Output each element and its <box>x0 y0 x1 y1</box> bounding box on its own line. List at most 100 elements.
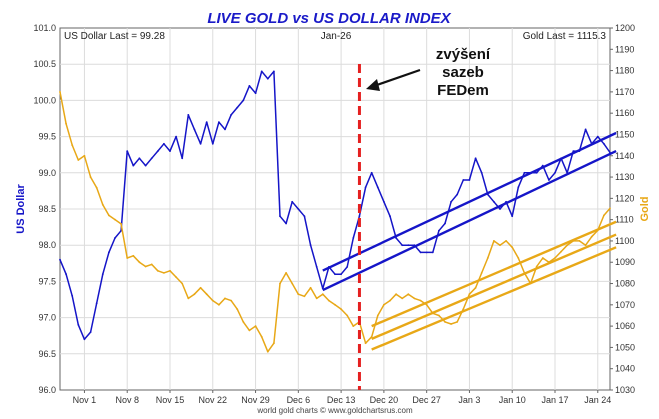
data-point-us-dollar <box>444 222 446 225</box>
data-point-us-dollar <box>187 114 190 116</box>
data-point-gold <box>419 299 422 302</box>
data-point-gold <box>493 240 495 242</box>
data-point-gold <box>254 325 257 327</box>
data-point-gold <box>175 276 178 278</box>
data-point-gold <box>59 91 61 93</box>
data-point-us-dollar <box>584 128 587 131</box>
data-point-gold <box>315 297 318 300</box>
x-tick-label: Nov 29 <box>241 395 270 405</box>
x-tick-label: Dec 13 <box>327 395 356 405</box>
right-tick-label: 1110 <box>615 215 634 225</box>
data-point-us-dollar <box>425 251 428 254</box>
data-point-us-dollar <box>474 157 477 160</box>
right-tick-label: 1120 <box>615 193 634 203</box>
data-point-gold <box>438 314 440 317</box>
right-tick-label: 1170 <box>615 87 634 97</box>
left-tick-label: 96.5 <box>38 349 56 359</box>
data-point-us-dollar <box>407 244 410 247</box>
data-point-us-dollar <box>285 222 287 225</box>
trend-line-gold <box>371 220 617 328</box>
data-point-us-dollar <box>383 200 385 203</box>
x-tick-label: Dec 20 <box>370 395 399 405</box>
data-point-us-dollar <box>248 85 251 87</box>
annotation-arrow-head <box>366 79 380 91</box>
right-tick-label: 1180 <box>615 66 634 76</box>
data-point-us-dollar <box>352 237 355 239</box>
data-point-us-dollar <box>114 237 116 239</box>
data-point-us-dollar <box>89 331 92 333</box>
data-point-us-dollar <box>199 142 202 145</box>
trend-lines <box>322 131 617 351</box>
trend-line-us-dollar <box>322 149 617 292</box>
data-point-gold <box>126 257 129 259</box>
x-tick-label: Dec 6 <box>287 395 311 405</box>
data-point-gold <box>334 303 336 306</box>
data-point-us-dollar <box>108 251 110 254</box>
data-point-gold <box>230 299 233 302</box>
data-point-gold <box>554 257 556 259</box>
data-point-us-dollar <box>242 99 245 102</box>
trend-line-us-dollar <box>322 131 617 272</box>
data-point-us-dollar <box>401 244 404 247</box>
annotation-arrow-shaft <box>373 68 421 88</box>
right-tick-label: 1160 <box>615 108 634 118</box>
data-point-us-dollar <box>150 157 153 160</box>
data-point-us-dollar <box>364 186 367 189</box>
data-point-us-dollar <box>334 273 336 276</box>
data-point-us-dollar <box>230 114 233 116</box>
annotation: zvýšení sazeb FEDem <box>366 46 491 99</box>
data-point-gold <box>211 299 214 302</box>
data-point-gold <box>584 244 587 247</box>
data-point-gold <box>163 272 165 274</box>
data-point-gold <box>511 246 514 249</box>
data-point-us-dollar <box>65 273 67 276</box>
data-point-gold <box>609 207 611 210</box>
data-point-gold <box>340 308 342 310</box>
data-point-us-dollar <box>181 157 184 160</box>
left-tick-label: 96.0 <box>38 385 56 395</box>
data-point-gold <box>480 272 483 274</box>
data-point-gold <box>120 223 122 225</box>
grid <box>60 28 610 390</box>
annotation-line-1: zvýšení <box>436 46 491 63</box>
data-point-us-dollar <box>126 150 129 153</box>
data-point-gold <box>279 282 281 285</box>
data-point-gold <box>566 244 569 247</box>
data-point-us-dollar <box>315 266 318 268</box>
data-point-us-dollar <box>309 244 312 247</box>
data-point-gold <box>89 176 92 179</box>
data-point-us-dollar <box>340 273 342 276</box>
data-point-gold <box>505 240 507 242</box>
data-point-gold <box>535 265 538 268</box>
left-tick-label: 100.5 <box>33 59 56 69</box>
data-point-gold <box>114 218 116 221</box>
data-point-us-dollar <box>358 215 361 218</box>
right-tick-label: 1050 <box>615 342 635 352</box>
data-point-us-dollar <box>438 229 440 232</box>
data-point-us-dollar <box>554 171 556 174</box>
data-point-us-dollar <box>297 208 300 210</box>
data-point-gold <box>376 314 379 317</box>
data-point-gold <box>468 293 471 296</box>
data-point-gold <box>108 214 110 217</box>
data-point-us-dollar <box>175 135 178 138</box>
data-point-gold <box>273 342 275 345</box>
data-point-us-dollar <box>260 70 263 73</box>
chart-footer: world gold charts © www.goldchartsrus.co… <box>256 406 413 415</box>
data-point-us-dollar <box>95 302 98 304</box>
data-point-gold <box>303 295 306 298</box>
x-tick-label: Nov 15 <box>156 395 185 405</box>
data-point-us-dollar <box>211 142 214 145</box>
x-tick-label: Jan 10 <box>499 395 526 405</box>
chart-title: LIVE GOLD vs US DOLLAR INDEX <box>207 10 451 27</box>
data-point-gold <box>205 293 208 296</box>
data-point-us-dollar <box>493 200 495 203</box>
data-point-gold <box>474 286 477 289</box>
x-axis-ticks: Nov 1 Nov 8 Nov 15 Nov 22 Nov 29 Dec 6 Dec 13 D… <box>73 390 611 405</box>
data-point-gold <box>224 297 226 300</box>
data-point-gold <box>132 254 135 257</box>
right-tick-label: 1040 <box>615 364 635 374</box>
left-tick-label: 98.5 <box>38 204 56 214</box>
right-tick-label: 1130 <box>615 172 634 182</box>
right-axis-label: Gold <box>639 196 651 221</box>
